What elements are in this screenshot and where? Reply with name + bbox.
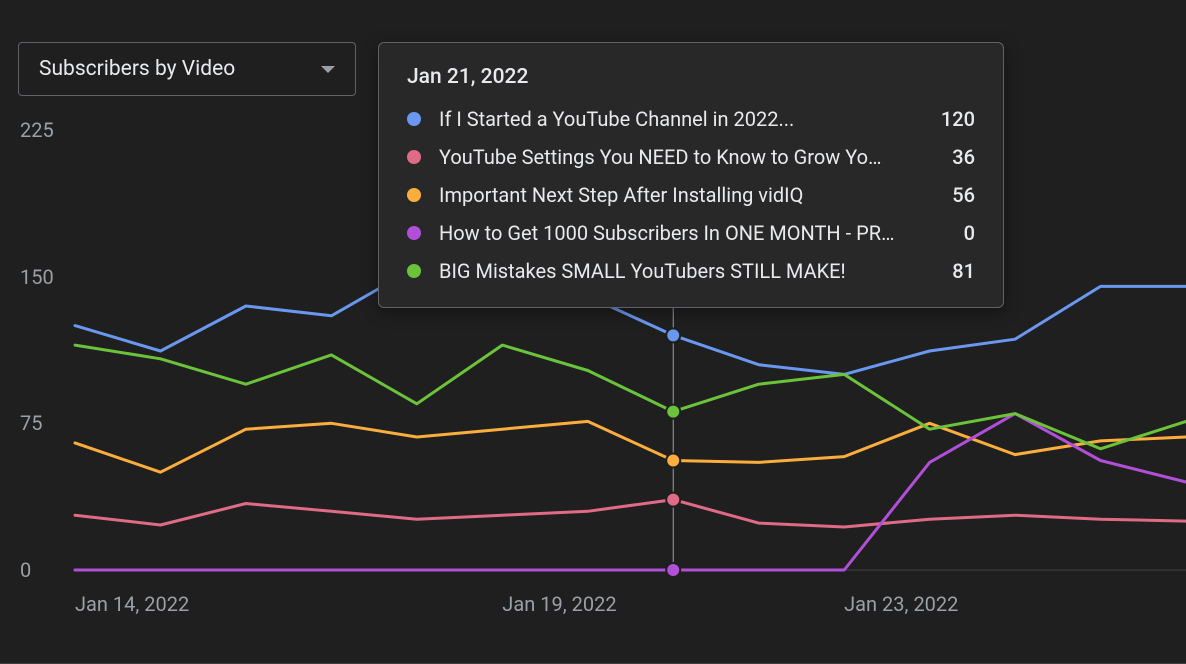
legend-dot-icon — [407, 150, 421, 164]
chevron-down-icon — [321, 66, 335, 73]
tooltip-row: How to Get 1000 Subscribers In ONE MONTH… — [407, 221, 975, 245]
tooltip-series-value: 56 — [952, 183, 975, 207]
metric-dropdown-label: Subscribers by Video — [39, 57, 235, 81]
hover-marker — [666, 563, 680, 577]
legend-dot-icon — [407, 188, 421, 202]
legend-dot-icon — [407, 226, 421, 240]
tooltip-row: YouTube Settings You NEED to Know to Gro… — [407, 145, 975, 169]
tooltip-series-label: YouTube Settings You NEED to Know to Gro… — [439, 145, 932, 169]
series-line[interactable] — [75, 500, 1186, 527]
hover-marker — [666, 328, 680, 342]
y-axis-label: 150 — [20, 265, 54, 289]
tooltip-series-label: How to Get 1000 Subscribers In ONE MONTH… — [439, 221, 944, 245]
tooltip-series-label: BIG Mistakes SMALL YouTubers STILL MAKE! — [439, 259, 932, 283]
y-axis-label: 225 — [20, 118, 54, 142]
chart-tooltip: Jan 21, 2022 If I Started a YouTube Chan… — [378, 42, 1004, 308]
tooltip-row: If I Started a YouTube Channel in 2022..… — [407, 107, 975, 131]
series-line[interactable] — [75, 414, 1186, 570]
y-axis-label: 0 — [20, 558, 31, 582]
x-axis-label: Jan 23, 2022 — [844, 592, 958, 616]
series-line[interactable] — [75, 421, 1186, 472]
tooltip-series-value: 0 — [964, 221, 975, 245]
legend-dot-icon — [407, 264, 421, 278]
hover-marker — [666, 405, 680, 419]
x-axis-label: Jan 19, 2022 — [502, 592, 616, 616]
hover-marker — [666, 453, 680, 467]
hover-marker — [666, 493, 680, 507]
tooltip-series-value: 36 — [952, 145, 975, 169]
tooltip-series-label: Important Next Step After Installing vid… — [439, 183, 932, 207]
tooltip-row: Important Next Step After Installing vid… — [407, 183, 975, 207]
x-axis-label: Jan 14, 2022 — [75, 592, 189, 616]
tooltip-series-value: 81 — [952, 259, 975, 283]
legend-dot-icon — [407, 112, 421, 126]
tooltip-series-label: If I Started a YouTube Channel in 2022..… — [439, 107, 921, 131]
tooltip-series-value: 120 — [941, 107, 975, 131]
tooltip-row: BIG Mistakes SMALL YouTubers STILL MAKE!… — [407, 259, 975, 283]
series-line[interactable] — [75, 345, 1186, 449]
chart-panel: Subscribers by Video 0 75 150 225 Jan 14, 2… — [0, 0, 1186, 664]
y-axis-label: 75 — [20, 411, 42, 435]
tooltip-date: Jan 21, 2022 — [407, 65, 975, 89]
metric-dropdown[interactable]: Subscribers by Video — [18, 42, 356, 96]
